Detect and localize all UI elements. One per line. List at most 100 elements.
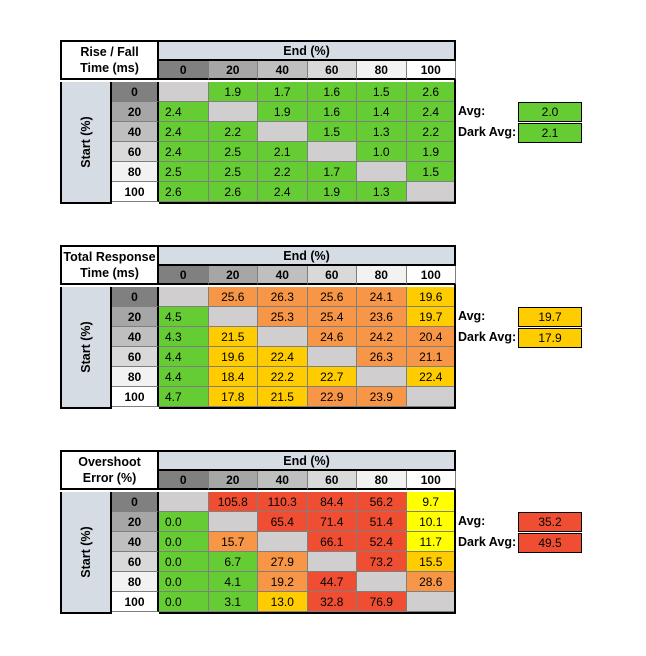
avg-value: 2.0 <box>518 102 582 122</box>
table-cell: 15.5 <box>406 552 456 572</box>
row-header: 0 <box>112 82 159 102</box>
table-cell: 24.6 <box>307 327 357 347</box>
row-header: 100 <box>112 592 159 612</box>
cell-value: 17.8 <box>221 390 245 404</box>
table-cell: 2.4 <box>406 102 456 122</box>
cell-value: 1.5 <box>323 125 341 139</box>
cell-value: 2.2 <box>224 125 242 139</box>
table-cell: 9.7 <box>406 492 456 512</box>
table-cell: 2.5 <box>159 162 209 182</box>
table-cell: 27.9 <box>258 552 308 572</box>
table-cell: 44.7 <box>307 572 357 592</box>
table-cell: 11.7 <box>406 532 456 552</box>
table-cell: 4.7 <box>159 387 209 407</box>
table-cell: 1.7 <box>258 82 308 102</box>
table-cell: 105.8 <box>208 492 258 512</box>
cell-value: 25.6 <box>320 290 344 304</box>
table-cell: 2.4 <box>159 102 209 122</box>
row-header: 20 <box>112 102 159 122</box>
cell-value: 2.5 <box>165 165 182 179</box>
cell-value: 71.4 <box>320 515 344 529</box>
cell-value: 1.5 <box>422 165 440 179</box>
table-cell: 0.0 <box>159 572 209 592</box>
table-cell: 25.6 <box>307 287 357 307</box>
dark-avg-value: 2.1 <box>518 123 582 143</box>
cell-value: 0.0 <box>165 575 182 589</box>
table-cell: 6.7 <box>208 552 258 572</box>
table-title-line1: Overshoot <box>78 455 141 469</box>
row-header: 20 <box>112 307 159 327</box>
cell-value: 0.0 <box>165 535 182 549</box>
table-cell: 2.6 <box>208 182 258 202</box>
cell-value: 19.6 <box>221 350 245 364</box>
column-header: 80 <box>357 61 407 80</box>
cell-value: 6.7 <box>224 555 242 569</box>
table-cell <box>357 162 407 182</box>
cell-value: 44.7 <box>320 575 344 589</box>
table-cell: 0.0 <box>159 592 209 612</box>
table-cell: 22.7 <box>307 367 357 387</box>
table-cell: 24.2 <box>357 327 407 347</box>
table-title: Overshoot Error (%) <box>60 450 159 490</box>
cell-value: 4.1 <box>224 575 242 589</box>
dark-avg-value: 17.9 <box>518 328 582 348</box>
cell-value: 15.7 <box>221 535 245 549</box>
cell-value: 1.7 <box>323 165 341 179</box>
table-cell: 22.9 <box>307 387 357 407</box>
table-cell <box>258 532 308 552</box>
table-cell: 1.7 <box>307 162 357 182</box>
table-cell: 0.0 <box>159 532 209 552</box>
cell-value: 3.1 <box>224 595 242 609</box>
cell-value: 19.7 <box>419 310 443 324</box>
table-cell <box>208 102 258 122</box>
table-cell: 4.1 <box>208 572 258 592</box>
table-cell: 22.4 <box>406 367 456 387</box>
table-cell: 22.4 <box>258 347 308 367</box>
dark-avg-value: 49.5 <box>518 533 582 553</box>
table-cell <box>159 287 209 307</box>
cell-value: 22.4 <box>270 350 294 364</box>
table-cell: 1.6 <box>307 82 357 102</box>
table-cell: 22.2 <box>258 367 308 387</box>
cell-value: 24.6 <box>320 330 344 344</box>
table-cell <box>208 512 258 532</box>
cell-value: 28.6 <box>419 575 443 589</box>
cell-value: 2.4 <box>165 145 182 159</box>
cell-value: 22.9 <box>320 390 344 404</box>
cell-value: 19.6 <box>419 290 443 304</box>
table-block: Rise / Fall Time (ms) End (%) 0 20 40 60 80 100 S… <box>60 40 590 210</box>
cell-value: 21.5 <box>221 330 245 344</box>
table-cell <box>208 307 258 327</box>
column-header: 100 <box>406 471 456 490</box>
table-cell <box>258 122 308 142</box>
cell-value: 26.3 <box>270 290 294 304</box>
cell-value: 1.6 <box>323 85 341 99</box>
table-cell: 25.4 <box>307 307 357 327</box>
cell-value: 24.1 <box>369 290 393 304</box>
dark-avg-label: Dark Avg: <box>458 535 517 549</box>
cell-value: 26.3 <box>369 350 393 364</box>
cell-value: 15.5 <box>419 555 443 569</box>
cell-value: 2.5 <box>224 145 242 159</box>
avg-label: Avg: <box>458 309 486 323</box>
table-cell <box>159 492 209 512</box>
cell-value: 22.7 <box>320 370 344 384</box>
table-cell: 1.9 <box>307 182 357 202</box>
column-header: 40 <box>258 61 308 80</box>
table-cell: 24.1 <box>357 287 407 307</box>
table-cell: 2.4 <box>258 182 308 202</box>
table-cell: 110.3 <box>258 492 308 512</box>
table-cell: 1.5 <box>406 162 456 182</box>
table-cell: 4.5 <box>159 307 209 327</box>
cell-value: 1.9 <box>323 185 341 199</box>
dark-avg-label: Dark Avg: <box>458 330 517 344</box>
column-header: 20 <box>208 471 258 490</box>
start-header-label: Start (%) <box>79 526 93 578</box>
cell-value: 1.9 <box>273 105 291 119</box>
cell-value: 73.2 <box>369 555 393 569</box>
table-cell: 1.3 <box>357 182 407 202</box>
cell-value: 2.6 <box>422 85 440 99</box>
cell-value: 21.5 <box>270 390 294 404</box>
table-title-line2: Time (ms) <box>80 61 139 75</box>
table-title-line1: Rise / Fall <box>80 45 139 59</box>
